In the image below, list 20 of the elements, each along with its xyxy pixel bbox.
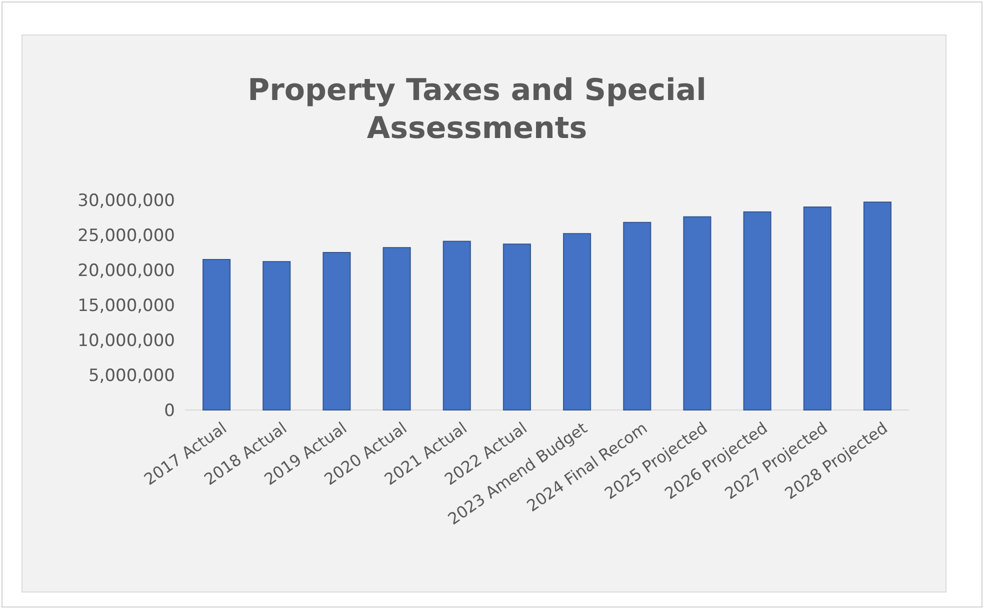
bar <box>683 216 712 410</box>
bar <box>322 252 351 410</box>
bar <box>442 240 471 410</box>
bar <box>262 261 291 410</box>
y-tick-label: 5,000,000 <box>88 366 175 386</box>
bar <box>863 202 892 410</box>
bar <box>502 244 531 410</box>
y-tick-label: 20,000,000 <box>78 260 175 281</box>
y-tick-label: 30,000,000 <box>78 190 175 211</box>
bar <box>623 222 652 410</box>
bar <box>382 247 411 410</box>
y-tick-label: 25,000,000 <box>78 226 175 246</box>
bar <box>743 211 772 410</box>
y-tick-label: 10,000,000 <box>78 330 175 351</box>
chart-title: Property Taxes and Special Assessments <box>248 73 706 146</box>
bar <box>803 206 832 410</box>
bar <box>202 259 231 410</box>
y-tick-label: 15,000,000 <box>78 296 175 316</box>
bar <box>563 233 592 410</box>
y-tick-label: 0 <box>164 400 175 421</box>
